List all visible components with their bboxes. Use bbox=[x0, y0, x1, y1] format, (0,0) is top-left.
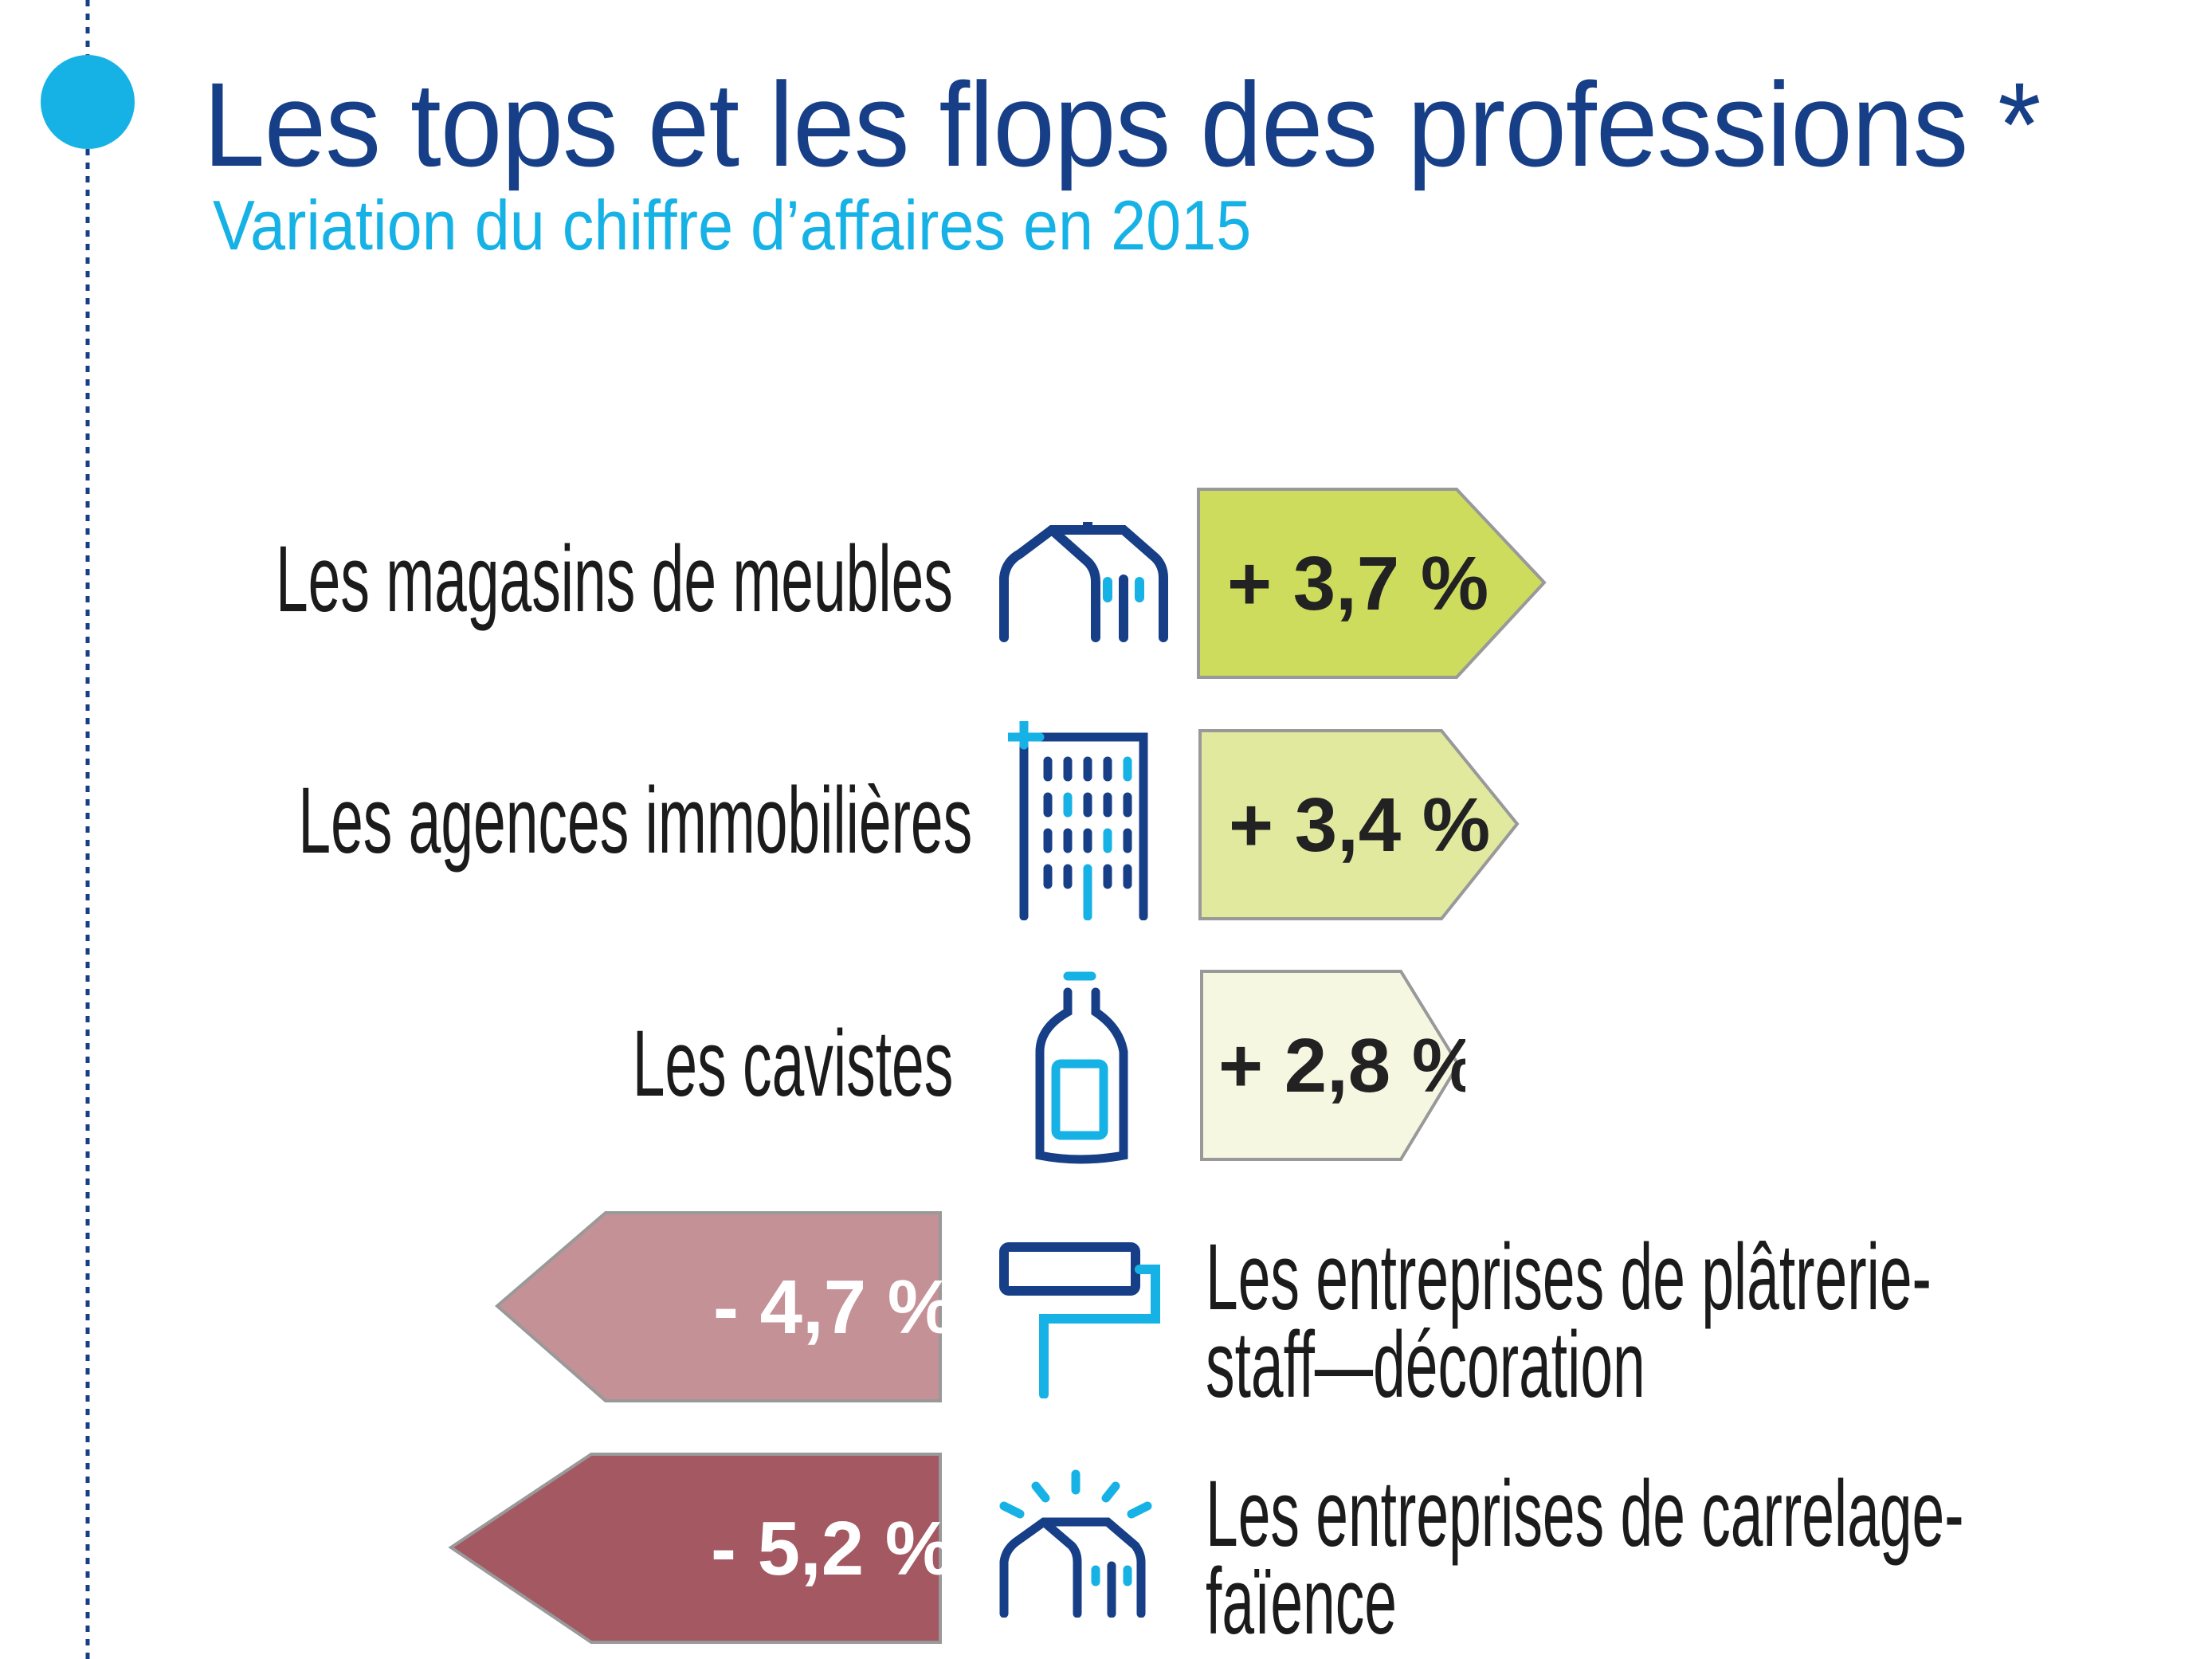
timeline-decoration bbox=[41, 0, 135, 1659]
building-icon bbox=[1008, 721, 1148, 920]
row-label-furniture: Les magasins de meubles bbox=[276, 527, 953, 632]
house-icon bbox=[999, 522, 1168, 642]
value-arrow-wine-shops: + 2,8 % bbox=[1200, 970, 1465, 1161]
house-sparkle-icon bbox=[999, 1469, 1152, 1618]
value-text: + 3,7 % bbox=[1227, 541, 1488, 626]
page-title: Les tops et les flops des professions * bbox=[203, 57, 2041, 191]
value-text: + 2,8 % bbox=[1218, 1023, 1465, 1108]
value-arrow-furniture: + 3,7 % bbox=[1197, 488, 1547, 679]
timeline-dot bbox=[41, 55, 135, 149]
value-text: + 3,4 % bbox=[1229, 782, 1490, 868]
label-line: Les entreprises de carrelage- bbox=[1206, 1461, 1964, 1567]
label-line: Les entreprises de plâtrerie- bbox=[1206, 1225, 1932, 1330]
label-line: staff—décoration bbox=[1206, 1312, 1645, 1418]
value-text: - 4,7 % bbox=[713, 1265, 944, 1350]
bottle-icon bbox=[1035, 971, 1128, 1164]
value-text: - 5,2 % bbox=[711, 1506, 944, 1591]
label-line: faïence bbox=[1206, 1549, 1397, 1654]
paint-roller-icon bbox=[999, 1242, 1160, 1398]
row-label-real-estate: Les agences immobilières bbox=[298, 768, 972, 873]
row-label-tiling: Les entreprises de carrelage- faïence bbox=[1206, 1461, 1964, 1654]
row-label-wine-shops: Les cavistes bbox=[632, 1011, 953, 1116]
value-arrow-real-estate: + 3,4 % bbox=[1198, 729, 1520, 920]
row-label-plastering: Les entreprises de plâtrerie- staff—déco… bbox=[1206, 1225, 1932, 1418]
value-arrow-tiling: - 5,2 % bbox=[448, 1453, 944, 1644]
page-subtitle: Variation du chiffre d’affaires en 2015 bbox=[213, 186, 1252, 265]
value-arrow-plastering: - 4,7 % bbox=[494, 1211, 944, 1402]
